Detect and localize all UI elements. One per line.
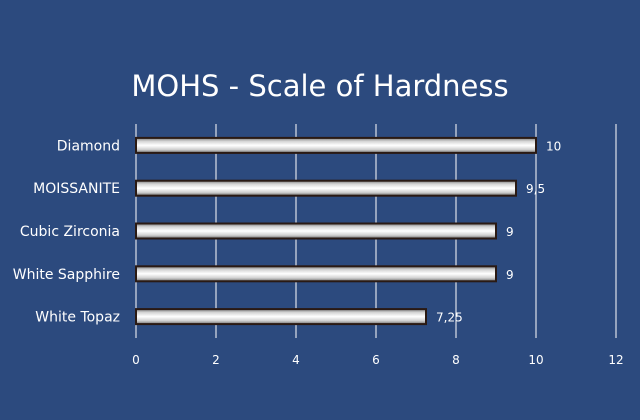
category-label: MOISSANITE bbox=[33, 181, 120, 197]
bar-moissanite bbox=[135, 179, 517, 197]
x-tick-label: 4 bbox=[292, 353, 300, 367]
x-tick-label: 10 bbox=[528, 353, 543, 367]
x-tick-label: 8 bbox=[452, 353, 460, 367]
category-label: Cubic Zirconia bbox=[20, 224, 120, 240]
data-label: 7,25 bbox=[436, 311, 463, 325]
category-label: White Sapphire bbox=[13, 267, 120, 283]
data-label: 9 bbox=[506, 268, 514, 282]
bar-diamond bbox=[135, 136, 537, 154]
chart-title: MOHS - Scale of Hardness bbox=[131, 69, 508, 103]
x-tick-label: 0 bbox=[132, 353, 140, 367]
bar-white-sapphire bbox=[135, 265, 497, 283]
data-label: 10 bbox=[546, 139, 561, 153]
x-tick-label: 12 bbox=[608, 353, 623, 367]
bars bbox=[135, 136, 537, 326]
data-label: 9,5 bbox=[526, 182, 545, 196]
x-tick-label: 2 bbox=[212, 353, 220, 367]
bar-white-topaz bbox=[135, 308, 427, 326]
category-label: Diamond bbox=[57, 138, 120, 154]
category-label: White Topaz bbox=[35, 310, 120, 326]
bar-cubic-zirconia bbox=[135, 222, 497, 240]
labels: 0 2 4 6 8 10 12 Diamond 10 MOISSANITE 9,5 Cubic Zir… bbox=[13, 138, 624, 367]
x-tick-label: 6 bbox=[372, 353, 380, 367]
data-label: 9 bbox=[506, 225, 514, 239]
